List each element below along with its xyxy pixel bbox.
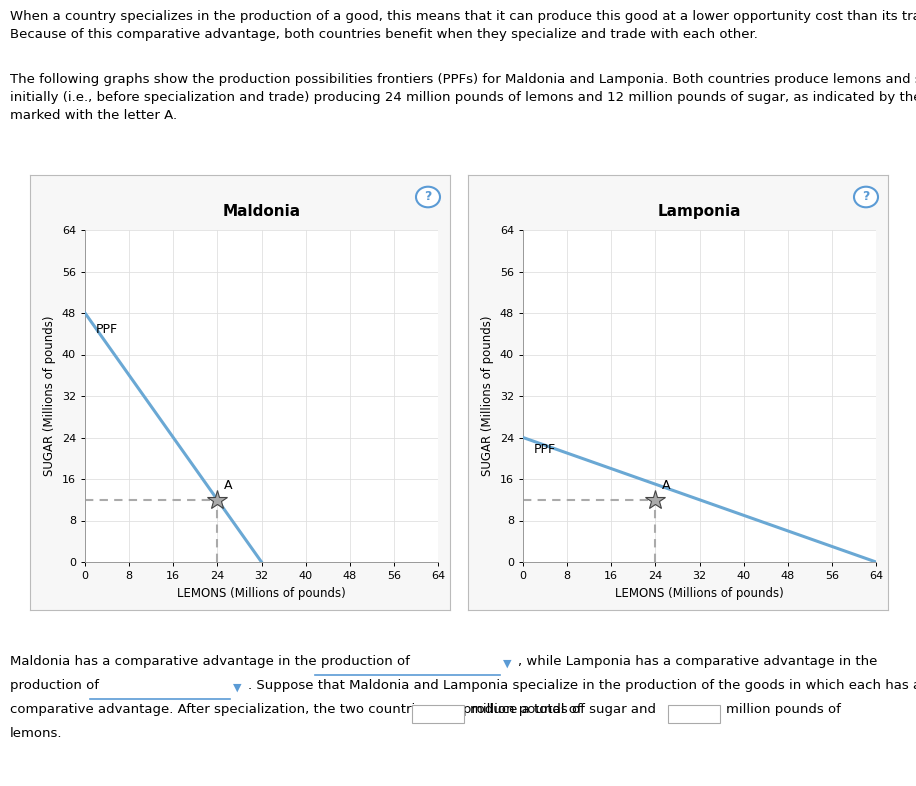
Text: A: A <box>662 479 671 492</box>
Text: ?: ? <box>424 190 431 204</box>
Text: ▼: ▼ <box>503 659 511 669</box>
Text: production of: production of <box>10 679 99 692</box>
Text: PPF: PPF <box>96 323 118 336</box>
Text: Because of this comparative advantage, both countries benefit when they speciali: Because of this comparative advantage, b… <box>10 28 758 41</box>
Y-axis label: SUGAR (Millions of pounds): SUGAR (Millions of pounds) <box>481 316 494 476</box>
Text: comparative advantage. After specialization, the two countries can produce a tot: comparative advantage. After specializat… <box>10 703 582 716</box>
Text: million pounds of: million pounds of <box>726 703 841 716</box>
Text: ▼: ▼ <box>233 683 242 693</box>
Text: Maldonia has a comparative advantage in the production of: Maldonia has a comparative advantage in … <box>10 655 409 668</box>
Y-axis label: SUGAR (Millions of pounds): SUGAR (Millions of pounds) <box>43 316 56 476</box>
Text: ?: ? <box>862 190 869 204</box>
Text: . Suppose that Maldonia and Lamponia specialize in the production of the goods i: . Suppose that Maldonia and Lamponia spe… <box>248 679 916 692</box>
Text: , while Lamponia has a comparative advantage in the: , while Lamponia has a comparative advan… <box>518 655 878 668</box>
Text: When a country specializes in the production of a good, this means that it can p: When a country specializes in the produc… <box>10 10 916 23</box>
Text: lemons.: lemons. <box>10 727 62 740</box>
Text: marked with the letter A.: marked with the letter A. <box>10 109 177 122</box>
Title: Lamponia: Lamponia <box>658 204 741 219</box>
Text: initially (i.e., before specialization and trade) producing 24 million pounds of: initially (i.e., before specialization a… <box>10 91 916 104</box>
Title: Maldonia: Maldonia <box>223 204 300 219</box>
Text: PPF: PPF <box>534 443 556 456</box>
Text: The following graphs show the production possibilities frontiers (PPFs) for Mald: The following graphs show the production… <box>10 73 916 86</box>
Text: A: A <box>224 479 233 492</box>
X-axis label: LEMONS (Millions of pounds): LEMONS (Millions of pounds) <box>616 586 784 600</box>
Text: million pounds of sugar and: million pounds of sugar and <box>470 703 656 716</box>
X-axis label: LEMONS (Millions of pounds): LEMONS (Millions of pounds) <box>177 586 346 600</box>
